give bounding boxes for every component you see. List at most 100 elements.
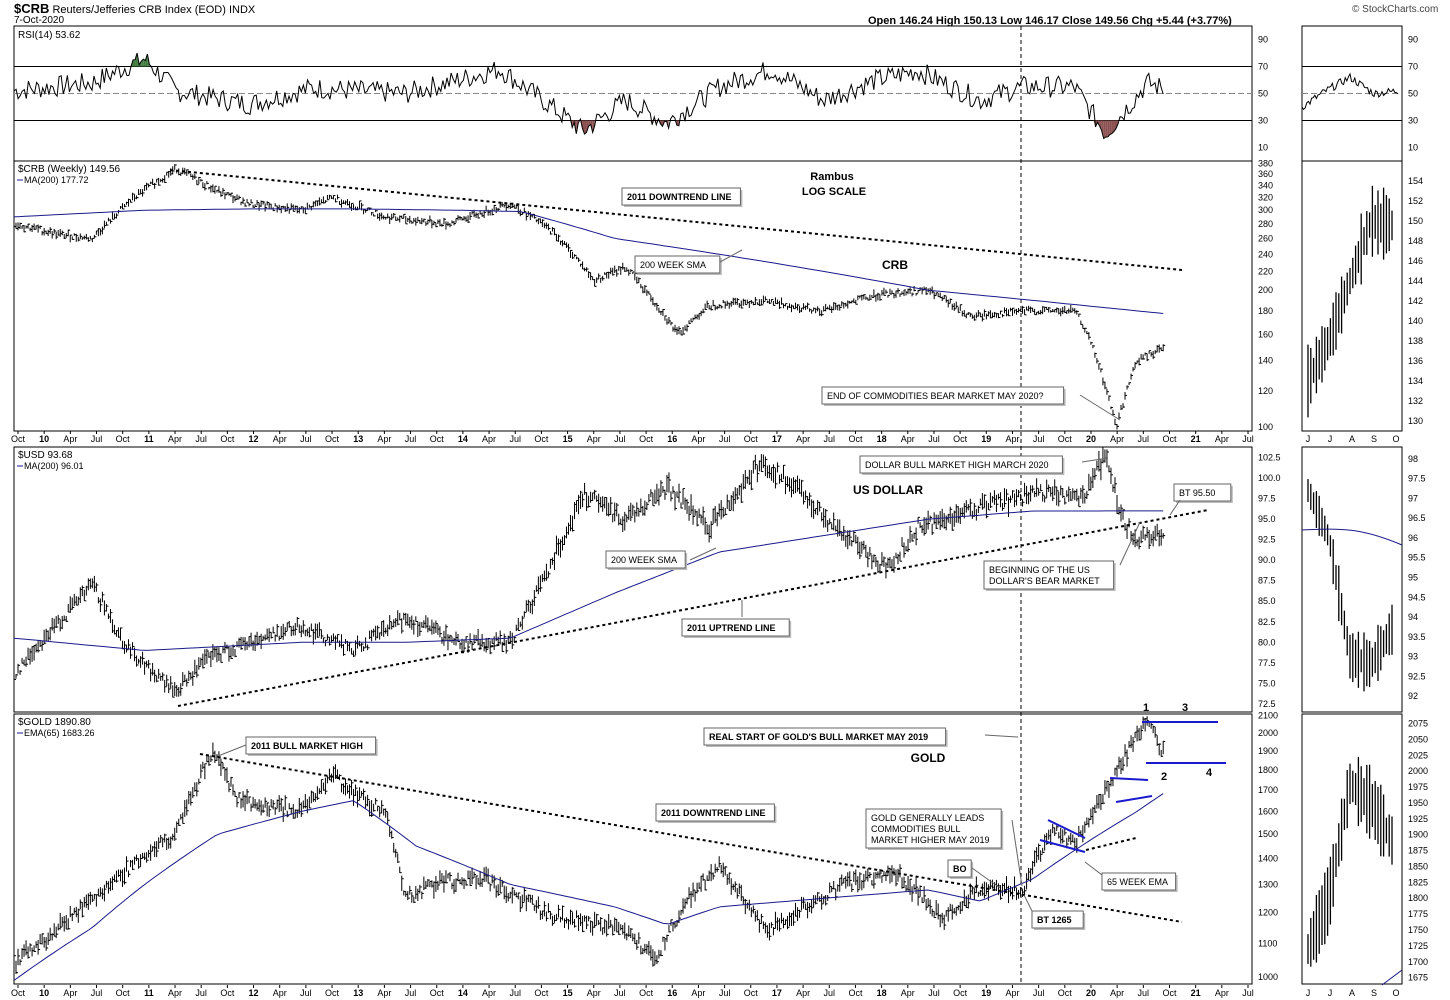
- crb-downtrend-label-box: [621, 187, 741, 206]
- usd-bull-high-pointer: [1081, 457, 1109, 463]
- x-axis-gold-label: 15: [563, 988, 573, 998]
- gold-y-tick-label: 1500: [1258, 829, 1278, 839]
- gold-ema-pointer: [1084, 861, 1103, 876]
- rsi-daily-y-tick-label: 50: [1408, 89, 1418, 99]
- x-axis-crb-label: Jul: [719, 434, 731, 444]
- rsi-daily-y-tick-label: 30: [1408, 116, 1418, 126]
- x-axis-gold-label: 12: [249, 988, 259, 998]
- gold-title: $GOLD 1890.80: [18, 717, 91, 728]
- usd-y-tick-label: 75.0: [1258, 678, 1276, 688]
- crb-y-tick-label: 120: [1258, 386, 1273, 396]
- rsi-line: [13, 52, 1164, 140]
- x-axis-crb-label: Jul: [405, 434, 417, 444]
- gold-daily-y-tick-label: 2075: [1408, 719, 1428, 729]
- x-axis-gold-label: Oct: [11, 988, 26, 998]
- crb-y-tick-label: 360: [1258, 169, 1273, 179]
- gold-pattern-line-4: [1115, 795, 1153, 803]
- crb-daily-y-tick-label: 150: [1408, 216, 1423, 226]
- gold-count-label-4: 4: [1206, 767, 1213, 779]
- gold-y-tick-label: 1700: [1258, 785, 1278, 795]
- x-axis-crb-label: 18: [877, 434, 887, 444]
- crb-sma-label-text: 200 WEEK SMA: [640, 260, 706, 270]
- gold-leads-label-text: GOLD GENERALLY LEADS: [871, 813, 984, 823]
- usd-daily-y-tick-label: 95: [1408, 573, 1418, 583]
- x-axis-gold-label: Oct: [534, 988, 549, 998]
- crb-annotation-rambus: Rambus: [810, 171, 853, 183]
- x-axis-crb-label: Jul: [91, 434, 103, 444]
- header-quote: Open 146.24 High 150.13 Low 146.17 Close…: [868, 15, 1232, 27]
- gold-pattern-line-1: [1047, 819, 1086, 839]
- rsi-y-tick-label: 70: [1258, 62, 1268, 72]
- x-axis-gold-label: Oct: [430, 988, 445, 998]
- gold-y-tick-label: 1800: [1258, 765, 1278, 775]
- x-axis-crb-label: Oct: [116, 434, 131, 444]
- x-axis-crb-label: Oct: [744, 434, 759, 444]
- usd-bear-begin-pointer: [1119, 521, 1141, 566]
- rsi-y-tick-label: 90: [1258, 35, 1268, 45]
- gold-bt-label-box: [1031, 910, 1084, 929]
- crb-daily-y-tick-label: 134: [1408, 376, 1423, 386]
- x-axis-gold-label: Oct: [325, 988, 340, 998]
- rsi-overbought-fill: [133, 59, 136, 67]
- x-axis-crb-label: Oct: [1058, 434, 1073, 444]
- rsi-y-tick-label: 30: [1258, 116, 1268, 126]
- gold-bull-high-pointer: [217, 744, 247, 757]
- x-axis-crb-label: Apr: [273, 434, 287, 444]
- header-exchange: INDX: [228, 4, 256, 16]
- crb-daily-y-tick-label: 130: [1408, 416, 1423, 426]
- crb-y-tick-label: 180: [1258, 306, 1273, 316]
- x-axis-gold-label: Oct: [220, 988, 235, 998]
- gold-daily-y-tick-label: 1975: [1408, 782, 1428, 792]
- gold-ema-label-text: 65 WEEK EMA: [1107, 877, 1168, 887]
- crb-daily-y-tick-label: 132: [1408, 396, 1423, 406]
- daily-panel-frame-crb: [1301, 160, 1403, 432]
- gold-ema-label-box: [1101, 872, 1177, 891]
- crb-bear-end-label-text: END OF COMMODITIES BEAR MARKET MAY 2020?: [827, 391, 1044, 401]
- gold-y-tick-label: 2100: [1258, 711, 1278, 721]
- x-axis-crb-label: 19: [981, 434, 991, 444]
- crb-daily-y-tick-label: 140: [1408, 316, 1423, 326]
- x-axis-crb-daily-label: J: [1328, 434, 1333, 444]
- rsi-oversold-fill: [1105, 120, 1108, 138]
- x-axis-crb-daily-label: O: [1392, 434, 1399, 444]
- gold-y-tick-label: 2000: [1258, 728, 1278, 738]
- x-axis-gold-label: Apr: [273, 988, 287, 998]
- usd-y-tick-label: 82.5: [1258, 617, 1276, 627]
- usd-daily-y-tick-label: 96.5: [1408, 513, 1426, 523]
- x-axis-crb-label: Jul: [1242, 434, 1254, 444]
- x-axis-crb-label: Oct: [953, 434, 968, 444]
- x-axis-gold-label: 20: [1086, 988, 1096, 998]
- usd-daily-ma-line: [1301, 528, 1403, 546]
- gold-pattern-line-3: [1109, 777, 1149, 781]
- x-axis-gold-label: Jul: [405, 988, 417, 998]
- x-axis-gold-label: Oct: [639, 988, 654, 998]
- x-axis-gold-label: 19: [981, 988, 991, 998]
- header-name: Reuters/Jefferies CRB Index (EOD): [52, 4, 226, 16]
- x-axis-gold-label: Oct: [1058, 988, 1073, 998]
- x-axis-gold-label: Jul: [824, 988, 836, 998]
- header-date: 7-Oct-2020: [14, 15, 65, 26]
- gold-bo-label-text: BO: [953, 864, 967, 874]
- x-axis-crb-label: Apr: [1110, 434, 1124, 444]
- x-axis-crb-label: 10: [39, 434, 49, 444]
- usd-bull-high-label-text: DOLLAR BULL MARKET HIGH MARCH 2020: [865, 460, 1049, 470]
- x-axis-crb-label: Jul: [509, 434, 521, 444]
- crb-y-tick-label: 300: [1258, 205, 1273, 215]
- x-axis-crb-label: 15: [563, 434, 573, 444]
- x-axis-gold-label: Apr: [377, 988, 391, 998]
- usd-daily-y-tick-label: 95.5: [1408, 553, 1426, 563]
- x-axis-crb-label: Jul: [824, 434, 836, 444]
- x-axis-crb-label: Apr: [482, 434, 496, 444]
- gold-leads-label-text: COMMODITIES BULL: [871, 824, 961, 834]
- x-axis-gold-label: Oct: [116, 988, 131, 998]
- gold-y-tick-label: 1400: [1258, 853, 1278, 863]
- usd-daily-y-tick-label: 94: [1408, 612, 1418, 622]
- rsi-oversold-fill: [1103, 120, 1106, 139]
- x-axis-gold-daily-label: J: [1306, 988, 1311, 998]
- gold-legend: EMA(65) 1683.26: [24, 728, 95, 738]
- x-axis-gold-label: Apr: [1005, 988, 1019, 998]
- gold-y-tick-label: 1000: [1258, 972, 1278, 982]
- x-axis-gold-label: Jul: [91, 988, 103, 998]
